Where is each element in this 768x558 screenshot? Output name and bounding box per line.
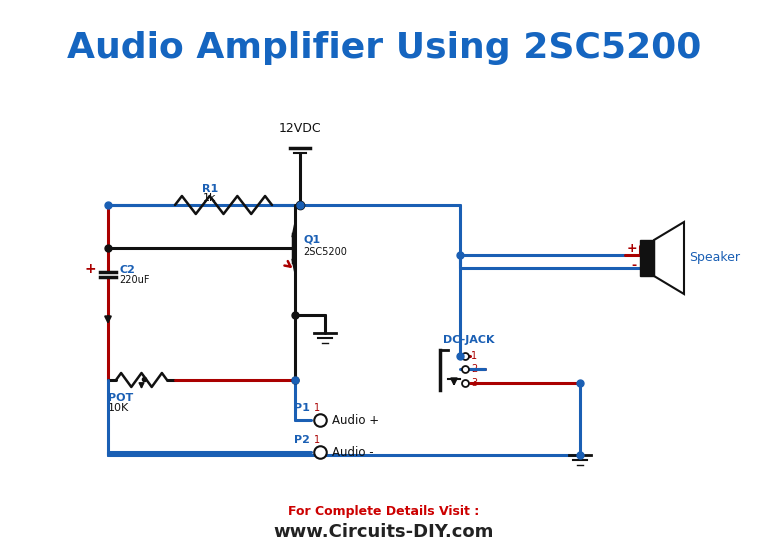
Text: 1: 1 [471, 351, 477, 361]
Text: +: + [627, 242, 637, 254]
Text: DC-JACK: DC-JACK [443, 335, 495, 345]
Text: R1: R1 [202, 184, 218, 194]
Text: 220uF: 220uF [119, 275, 150, 285]
Text: 1: 1 [314, 403, 320, 413]
Bar [640, 240, 654, 276]
Text: Audio +: Audio + [332, 413, 379, 426]
Text: -: - [632, 258, 637, 272]
Text: 1: 1 [314, 435, 320, 445]
Text: POT: POT [108, 393, 134, 403]
Text: For Complete Details Visit :: For Complete Details Visit : [288, 506, 480, 518]
Text: 2SC5200: 2SC5200 [303, 247, 347, 257]
Text: +: + [84, 262, 96, 276]
Text: C2: C2 [119, 265, 135, 275]
Text: P1: P1 [294, 403, 310, 413]
Text: www.Circuits-DIY.com: www.Circuits-DIY.com [274, 523, 494, 541]
Text: Speaker: Speaker [689, 252, 740, 264]
Text: 2: 2 [471, 364, 477, 374]
Text: 3: 3 [471, 378, 477, 388]
Text: Audio -: Audio - [332, 445, 373, 459]
Text: P2: P2 [294, 435, 310, 445]
Text: 10K: 10K [108, 403, 129, 413]
Text: 1k: 1k [204, 193, 217, 203]
Text: 12VDC: 12VDC [279, 122, 321, 134]
Text: Q1: Q1 [303, 235, 320, 245]
Text: Audio Amplifier Using 2SC5200: Audio Amplifier Using 2SC5200 [67, 31, 701, 65]
